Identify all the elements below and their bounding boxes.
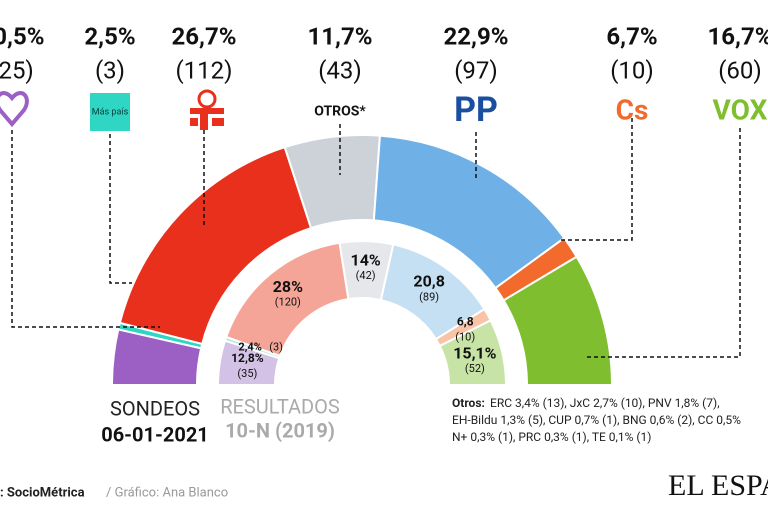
percent-label: 22,9% xyxy=(444,22,509,50)
source: Fuente: SocioMétrica xyxy=(0,485,85,500)
inner-subtitle: 10-N (2019) xyxy=(225,418,335,442)
percent-label: 20,8 xyxy=(413,272,444,291)
inner-title: RESULTADOS xyxy=(220,394,340,418)
seat-label: (25) xyxy=(0,56,34,84)
percent-label: 26,7% xyxy=(172,22,237,50)
percent-label: 6,8 xyxy=(457,315,474,329)
notes-line: EH-Bildu 1,3% (5), CUP 0,7% (1), BNG 0,6… xyxy=(452,413,741,427)
leader-line xyxy=(585,128,741,358)
outer-title: SONDEOS xyxy=(110,396,200,420)
percent-label: 28% xyxy=(273,277,303,296)
seat-label: (112) xyxy=(175,56,232,84)
party-logo xyxy=(90,93,130,131)
party-label: OTROS* xyxy=(314,104,366,120)
credit: / Gráfico: Ana Blanco xyxy=(106,485,228,500)
outer-subtitle: 06-01-2021 xyxy=(101,422,209,446)
percent-label: 11,7% xyxy=(308,22,373,50)
party-label: PP xyxy=(454,90,498,130)
party-logo xyxy=(190,89,224,130)
party-label: VOX xyxy=(713,93,768,126)
notes-title: Otros: xyxy=(452,396,485,410)
seat-label: (10) xyxy=(455,330,475,343)
seat-label: (89) xyxy=(419,290,439,303)
percent-label: 10,5% xyxy=(0,22,44,50)
leader-line xyxy=(109,134,132,284)
seat-label: (120) xyxy=(275,296,301,309)
ring-segment xyxy=(438,319,508,386)
leader-line xyxy=(560,118,633,241)
percent-label: 15,1% xyxy=(453,343,496,362)
percent-label: 14% xyxy=(351,250,381,269)
percent-label: 2,4% xyxy=(238,341,261,354)
seat-label: (3) xyxy=(269,341,283,354)
leader-line xyxy=(11,130,160,328)
percent-label: 16,7% xyxy=(708,22,768,50)
seat-label: (35) xyxy=(237,367,257,380)
percent-label: 12,8% xyxy=(231,351,264,365)
seat-label: (43) xyxy=(318,56,362,84)
seat-label: (52) xyxy=(465,362,485,375)
notes-line: N+ 0,3% (1), PRC 0,3% (1), TE 0,1% (1) xyxy=(452,430,651,444)
seat-label: (60) xyxy=(718,56,762,84)
seat-label: (97) xyxy=(454,56,498,84)
seat-label: (10) xyxy=(610,56,654,84)
seat-label: (3) xyxy=(95,56,125,84)
percent-label: 6,7% xyxy=(606,22,657,50)
party-logo xyxy=(0,91,29,128)
notes-line: ERC 3,4% (13), JxC 2,7% (10), PNV 1,8% (… xyxy=(490,396,720,410)
percent-label: 2,5% xyxy=(84,22,135,50)
publisher-logo: EL ESPAÑOL xyxy=(668,469,768,502)
seat-label: (42) xyxy=(356,269,376,282)
party-label: Más país xyxy=(92,107,129,117)
ring-segment xyxy=(502,255,614,386)
